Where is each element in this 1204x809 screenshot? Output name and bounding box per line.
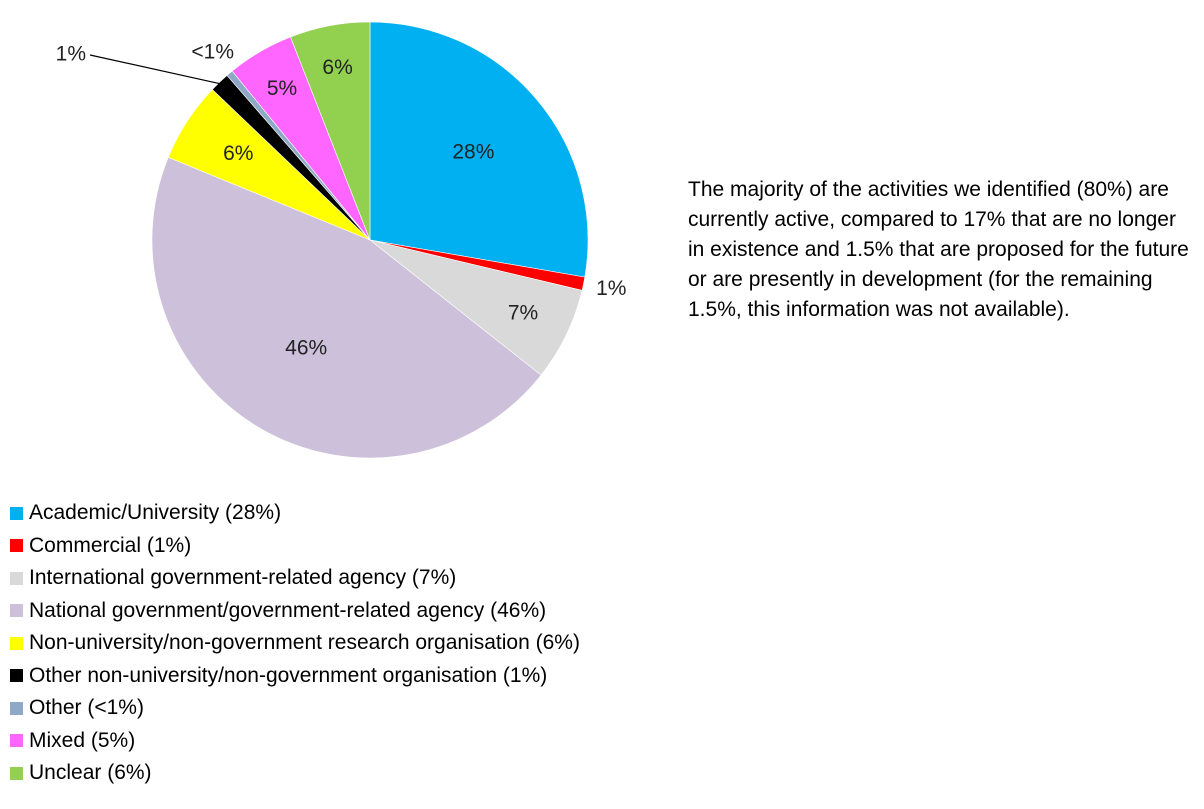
slice-label: 46% — [285, 337, 327, 360]
legend-swatch — [10, 636, 23, 650]
description-text: The majority of the activities we identi… — [688, 178, 1189, 321]
slice-label: 6% — [223, 142, 253, 165]
legend-label: Mixed (5%) — [29, 728, 136, 752]
legend: Academic/University (28%) Commercial (1%)… — [10, 497, 580, 790]
legend-swatch — [10, 669, 23, 683]
leader-line — [89, 54, 222, 85]
legend-swatch — [10, 604, 23, 618]
legend-label: Academic/University (28%) — [29, 501, 282, 525]
legend-swatch — [10, 539, 23, 553]
slice-label: <1% — [191, 41, 234, 64]
legend-item: Mixed (5%) — [10, 725, 580, 758]
legend-label: Other non-university/non-government orga… — [29, 663, 548, 687]
legend-item: Other (<1%) — [10, 692, 580, 725]
slice-label: 5% — [267, 77, 297, 100]
legend-swatch — [10, 701, 23, 715]
legend-item: Other non-university/non-government orga… — [10, 660, 580, 693]
pie-slice — [369, 21, 589, 278]
legend-item: National government/government-related a… — [10, 595, 580, 628]
slice-label: 1% — [56, 43, 86, 66]
slice-label: 7% — [508, 302, 538, 325]
legend-swatch — [10, 766, 23, 780]
legend-label: Commercial (1%) — [29, 533, 192, 557]
legend-label: Unclear (6%) — [29, 761, 152, 785]
legend-item: International government-related agency … — [10, 562, 580, 595]
legend-label: Non-university/non-government research o… — [29, 631, 580, 655]
legend-item: Unclear (6%) — [10, 757, 580, 790]
legend-swatch — [10, 571, 23, 585]
legend-item: Non-university/non-government research o… — [10, 627, 580, 660]
slice-label: 28% — [452, 140, 494, 163]
legend-label: National government/government-related a… — [29, 598, 547, 622]
slice-label: 1% — [596, 277, 626, 300]
legend-label: International government-related agency … — [29, 566, 457, 590]
legend-item: Academic/University (28%) — [10, 497, 580, 530]
legend-swatch — [10, 734, 23, 748]
legend-item: Commercial (1%) — [10, 530, 580, 563]
slice-label: 6% — [322, 56, 352, 79]
pie-slice — [290, 21, 371, 241]
legend-label: Other (<1%) — [29, 696, 144, 720]
pie-slice — [151, 156, 542, 459]
legend-swatch — [10, 506, 23, 520]
